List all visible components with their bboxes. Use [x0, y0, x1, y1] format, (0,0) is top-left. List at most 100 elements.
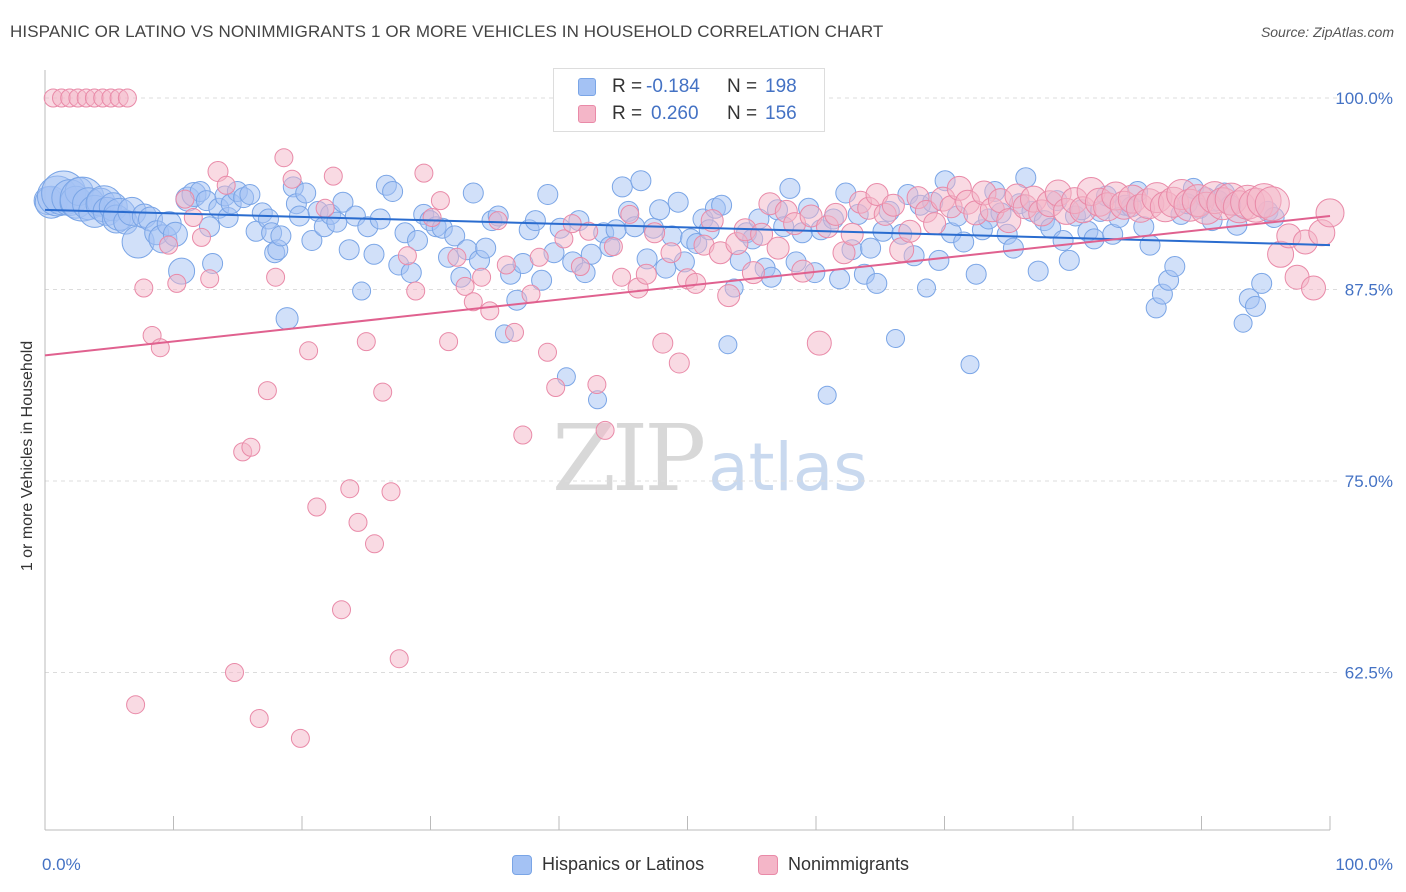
- data-point: [455, 276, 475, 296]
- data-point: [1254, 186, 1290, 222]
- data-point: [652, 332, 674, 354]
- data-point: [270, 225, 292, 247]
- data-point: [1245, 295, 1266, 317]
- data-point: [348, 512, 368, 532]
- data-point: [630, 170, 652, 192]
- y-tick-label: 62.5%: [1345, 664, 1393, 683]
- trend-line-nonimmigrants: [44, 214, 1331, 357]
- y-tick-labels: 62.5% 75.0% 87.5% 100.0%: [1335, 89, 1393, 683]
- data-point: [587, 375, 607, 394]
- data-point: [603, 237, 623, 257]
- stats-swatch-nonimmigrants: [578, 105, 596, 123]
- data-point: [554, 229, 574, 249]
- r-label: R =: [612, 103, 643, 124]
- data-point: [192, 227, 211, 247]
- data-point: [766, 236, 790, 260]
- data-point: [216, 175, 236, 195]
- data-point: [531, 269, 553, 291]
- data-point: [886, 329, 905, 348]
- data-point: [817, 385, 837, 405]
- data-point: [1139, 234, 1161, 256]
- data-point: [365, 534, 384, 554]
- data-point: [463, 292, 483, 312]
- watermark-zip: ZIP: [552, 405, 706, 512]
- data-point: [257, 381, 277, 401]
- data-point: [953, 231, 975, 253]
- data-point: [570, 257, 590, 276]
- data-point: [338, 239, 360, 261]
- data-point: [323, 166, 343, 186]
- data-point: [225, 663, 244, 682]
- data-point: [282, 169, 302, 189]
- data-point: [505, 322, 524, 342]
- data-point: [898, 219, 922, 243]
- data-point: [488, 211, 508, 231]
- x-tick-labels: 0.0% 100.0%: [42, 855, 1393, 874]
- data-point: [996, 208, 1022, 234]
- data-point: [430, 191, 450, 211]
- data-point: [299, 341, 319, 361]
- data-point: [480, 301, 500, 321]
- data-point: [779, 177, 801, 199]
- data-point: [660, 242, 682, 264]
- data-point: [239, 184, 261, 205]
- data-point: [717, 284, 741, 308]
- data-point: [829, 268, 851, 290]
- data-point: [799, 204, 823, 228]
- data-point: [397, 246, 417, 266]
- watermark: ZIPatlas: [552, 405, 868, 512]
- data-point: [352, 281, 372, 301]
- y-tick-label: 100.0%: [1335, 89, 1393, 108]
- data-point: [444, 225, 466, 247]
- data-point: [315, 198, 335, 218]
- data-point: [381, 482, 401, 502]
- data-point: [1058, 249, 1080, 271]
- data-point: [546, 378, 566, 397]
- data-point: [866, 272, 888, 294]
- data-point: [806, 330, 832, 356]
- data-point: [513, 425, 533, 445]
- data-point: [1052, 230, 1074, 251]
- data-point: [414, 163, 434, 183]
- stats-row-hispanics: R = -0.184 N = 198: [554, 74, 824, 100]
- data-point: [923, 212, 947, 236]
- stats-row-nonimmigrants: R = 0.260 N = 156: [554, 101, 824, 127]
- data-point: [406, 281, 426, 301]
- data-point: [290, 728, 310, 748]
- data-point: [824, 202, 848, 226]
- data-point: [521, 284, 541, 304]
- data-point: [274, 148, 294, 168]
- data-point: [537, 184, 559, 205]
- data-point: [1164, 256, 1186, 277]
- nonimmigrants-points: [43, 88, 1345, 748]
- data-point: [422, 208, 442, 227]
- source-label: Source: ZipAtlas.com: [1260, 24, 1394, 40]
- data-point: [965, 263, 987, 285]
- data-point: [538, 342, 557, 362]
- watermark-atlas: atlas: [708, 429, 868, 506]
- n-value: 156: [765, 103, 797, 124]
- data-point: [275, 307, 299, 331]
- data-point: [389, 649, 409, 669]
- data-point: [635, 263, 657, 285]
- data-point: [472, 267, 492, 287]
- data-point: [462, 182, 484, 204]
- data-point: [175, 189, 195, 209]
- data-point: [475, 237, 497, 259]
- data-point: [340, 479, 360, 499]
- data-point: [865, 183, 889, 206]
- legend-swatch-hispanics: [512, 855, 532, 875]
- data-point: [266, 267, 286, 287]
- data-point: [382, 181, 404, 202]
- data-point: [667, 191, 689, 213]
- data-point: [295, 182, 317, 204]
- data-point: [791, 259, 815, 283]
- data-point: [595, 420, 615, 440]
- data-point: [1002, 237, 1024, 259]
- data-point: [917, 278, 936, 298]
- n-label: N =: [727, 76, 758, 97]
- y-tick-label: 75.0%: [1345, 472, 1393, 491]
- data-point: [700, 209, 724, 233]
- r-value: -0.184: [646, 76, 700, 97]
- r-label: R =: [612, 76, 643, 97]
